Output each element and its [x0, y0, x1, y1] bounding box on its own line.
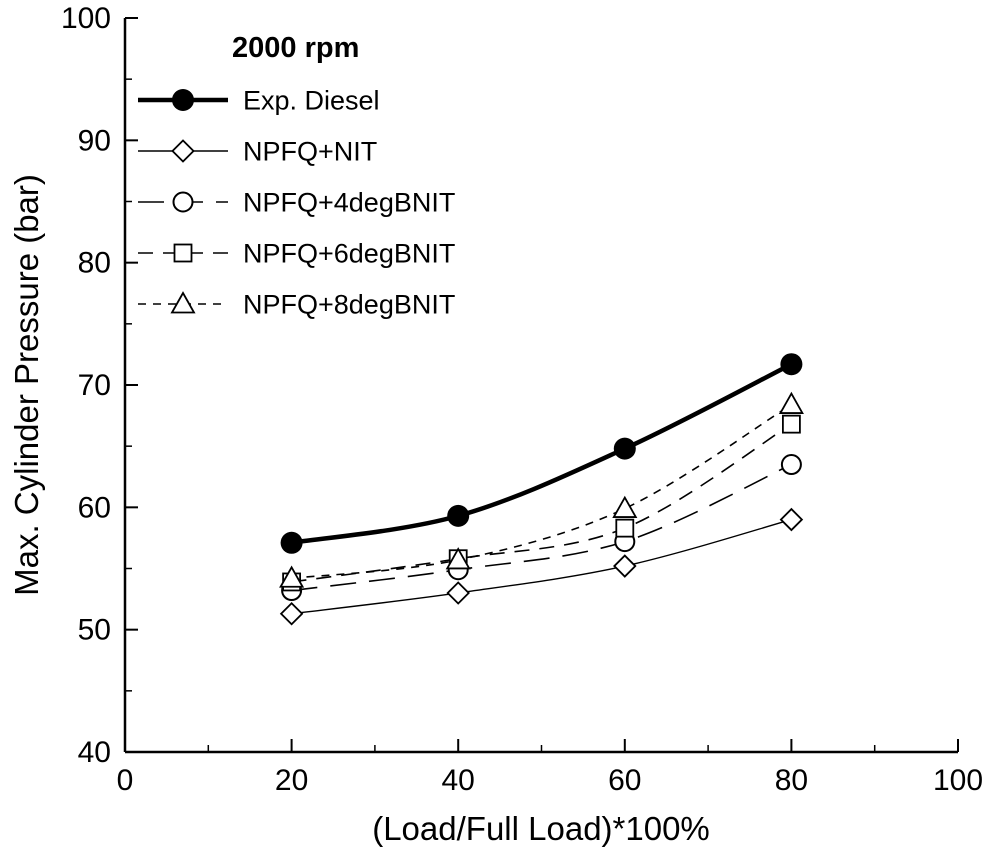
y-axis-label: Max. Cylinder Pressure (bar)	[8, 174, 45, 596]
legend-label: Exp. Diesel	[243, 86, 380, 116]
y-tick-label: 60	[78, 491, 111, 524]
x-tick-label: 60	[608, 764, 641, 797]
chart-title: 2000 rpm	[232, 32, 359, 64]
open-triangle-marker	[778, 391, 804, 414]
x-tick-label: 100	[933, 764, 983, 797]
legend-label: NPFQ+NIT	[243, 137, 377, 167]
y-tick-label: 100	[61, 2, 111, 35]
open-triangle-marker	[445, 547, 471, 570]
x-tick-label: 20	[275, 764, 308, 797]
open-diamond-marker	[613, 554, 637, 578]
series-lines	[291, 362, 793, 615]
open-triangle-marker	[279, 565, 305, 588]
filled-circle-marker	[780, 353, 803, 376]
y-tick-label: 50	[78, 614, 111, 647]
y-tick-label: 90	[78, 124, 111, 157]
open-square-marker	[173, 243, 193, 263]
legend-entry: Exp. Diesel	[138, 86, 380, 116]
x-tick-label: 80	[775, 764, 808, 797]
open-square-marker	[782, 414, 801, 434]
open-triangle-marker	[612, 495, 638, 518]
open-diamond-marker	[279, 601, 304, 626]
open-square-marker	[615, 518, 635, 538]
axes: 0 20 40 60 80 100 40 50 60 70 80 90 100	[61, 2, 983, 797]
x-tick-label: 0	[117, 764, 134, 797]
filled-circle-marker	[172, 89, 194, 111]
open-triangle-marker	[170, 291, 196, 314]
y-tick-label: 70	[78, 369, 111, 402]
y-tick-label: 80	[78, 247, 111, 280]
series-line	[291, 518, 792, 615]
series-markers	[279, 353, 804, 626]
series-line	[291, 403, 792, 580]
legend-entry: NPFQ+8degBNIT	[138, 290, 455, 320]
x-axis-label: (Load/Full Load)*100%	[372, 810, 710, 847]
y-tick-label: 40	[78, 736, 111, 769]
open-circle-marker	[780, 454, 802, 476]
legend-label: NPFQ+6degBNIT	[243, 239, 455, 269]
open-diamond-marker	[779, 507, 804, 532]
filled-circle-marker	[280, 531, 303, 554]
open-diamond-marker	[446, 581, 470, 605]
open-circle-marker	[172, 191, 194, 213]
legend-entry: NPFQ+4degBNIT	[138, 188, 455, 218]
legend-entry: NPFQ+NIT	[138, 137, 377, 167]
legend-entry: NPFQ+6degBNIT	[138, 239, 455, 269]
legend-label: NPFQ+4degBNIT	[243, 188, 455, 218]
series-line	[291, 463, 792, 592]
filled-circle-marker	[613, 437, 636, 460]
legend-label: NPFQ+8degBNIT	[243, 290, 455, 320]
legend: Exp. Diesel NPFQ+NIT NPFQ+4degBNIT NPFQ+6de…	[138, 86, 455, 320]
open-diamond-marker	[171, 139, 195, 163]
filled-circle-marker	[447, 504, 470, 527]
x-tick-label: 40	[442, 764, 475, 797]
series-line	[291, 362, 793, 546]
